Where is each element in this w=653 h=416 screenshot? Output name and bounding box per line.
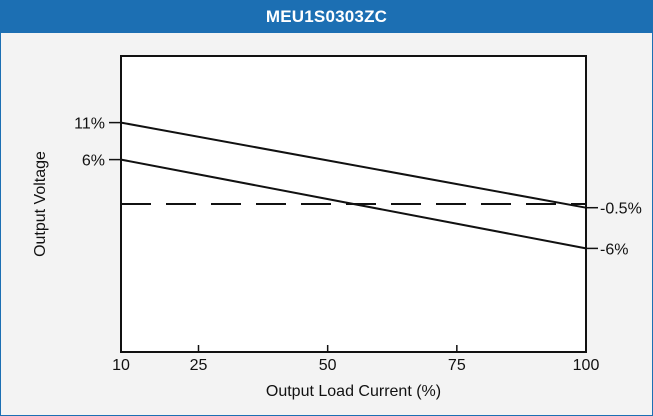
x-tick-label: 50 [319,357,337,374]
x-axis-label: Output Load Current (%) [266,383,441,400]
series-start-label: 6% [82,153,105,170]
y-axis-label: Output Voltage [32,151,49,257]
series-end-label: -6% [600,241,628,258]
x-tick-label: 25 [190,357,208,374]
x-tick-label: 100 [573,357,600,374]
chart-title: MEU1S0303ZC [1,1,652,33]
series-end-label: -0.5% [600,201,642,218]
x-tick-label: 10 [112,357,130,374]
x-tick-label: 75 [448,357,466,374]
series-start-label: 11% [74,116,105,133]
chart-svg: 10 25 50 75 100 11% -0.5% 6% -6% Output Load Curr… [32,55,642,400]
series-line-1 [120,121,587,209]
